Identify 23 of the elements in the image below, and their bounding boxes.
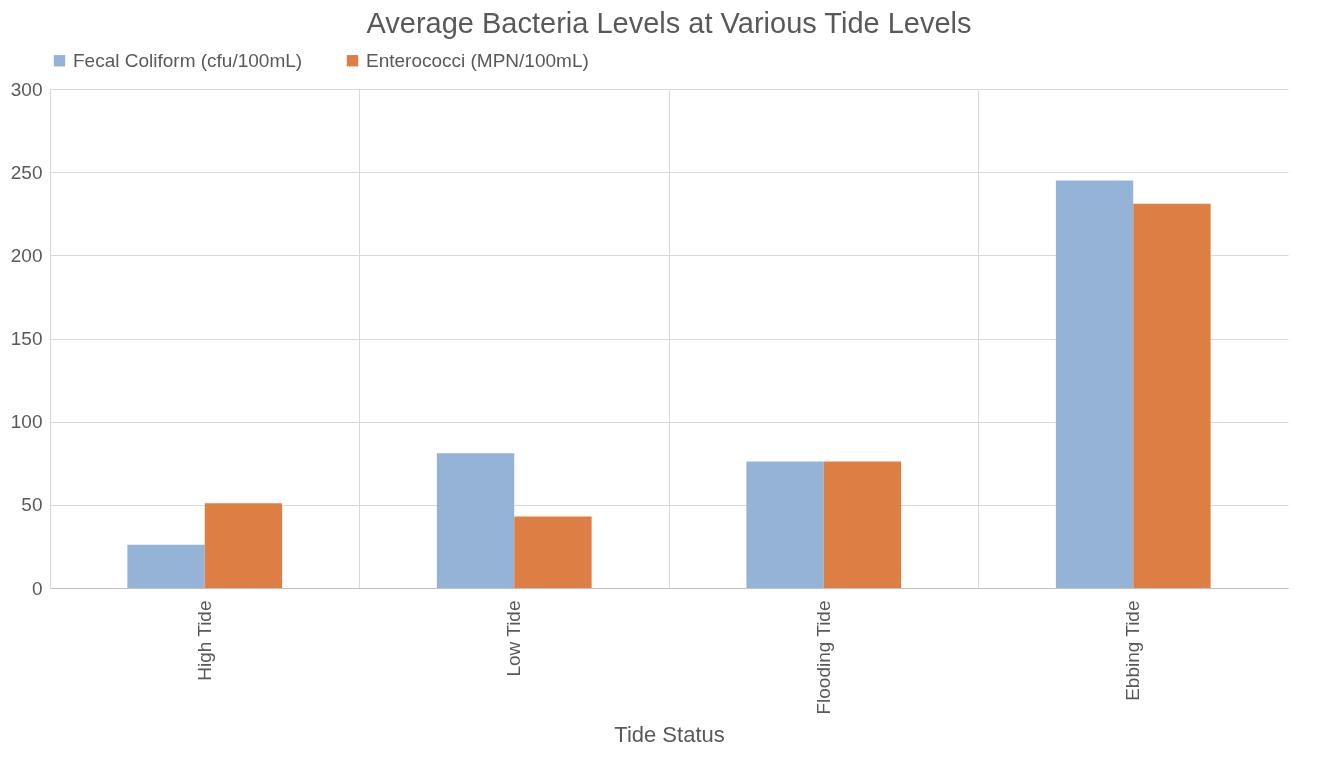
x-tick-label: Flooding Tide (812, 600, 834, 715)
bar (436, 453, 515, 588)
y-tick-label: 300 (10, 78, 43, 100)
legend-label: Enterococci (MPN/100mL) (366, 49, 589, 71)
x-axis-title: Tide Status (614, 721, 725, 747)
y-tick-label: 200 (10, 244, 43, 266)
y-tick-label: 0 (31, 577, 43, 599)
y-tick-label: 100 (10, 411, 43, 433)
y-tick-label: 150 (10, 328, 43, 349)
bar (1055, 180, 1134, 588)
bar (1133, 203, 1211, 588)
legend-label: Fecal Coliform (cfu/100mL) (73, 49, 303, 71)
bar (823, 461, 902, 588)
y-tick-label: 250 (10, 161, 43, 183)
bar (127, 544, 205, 588)
bar (204, 503, 283, 588)
y-tick-label: 50 (21, 494, 43, 516)
x-tick-label: Ebbing Tide (1122, 600, 1144, 701)
bar (746, 461, 824, 588)
x-tick-label: Low Tide (503, 600, 525, 677)
chart-title: Average Bacteria Levels at Various Tide Levels (366, 7, 972, 39)
bar (514, 516, 592, 588)
x-tick-label: High Tide (193, 600, 215, 681)
